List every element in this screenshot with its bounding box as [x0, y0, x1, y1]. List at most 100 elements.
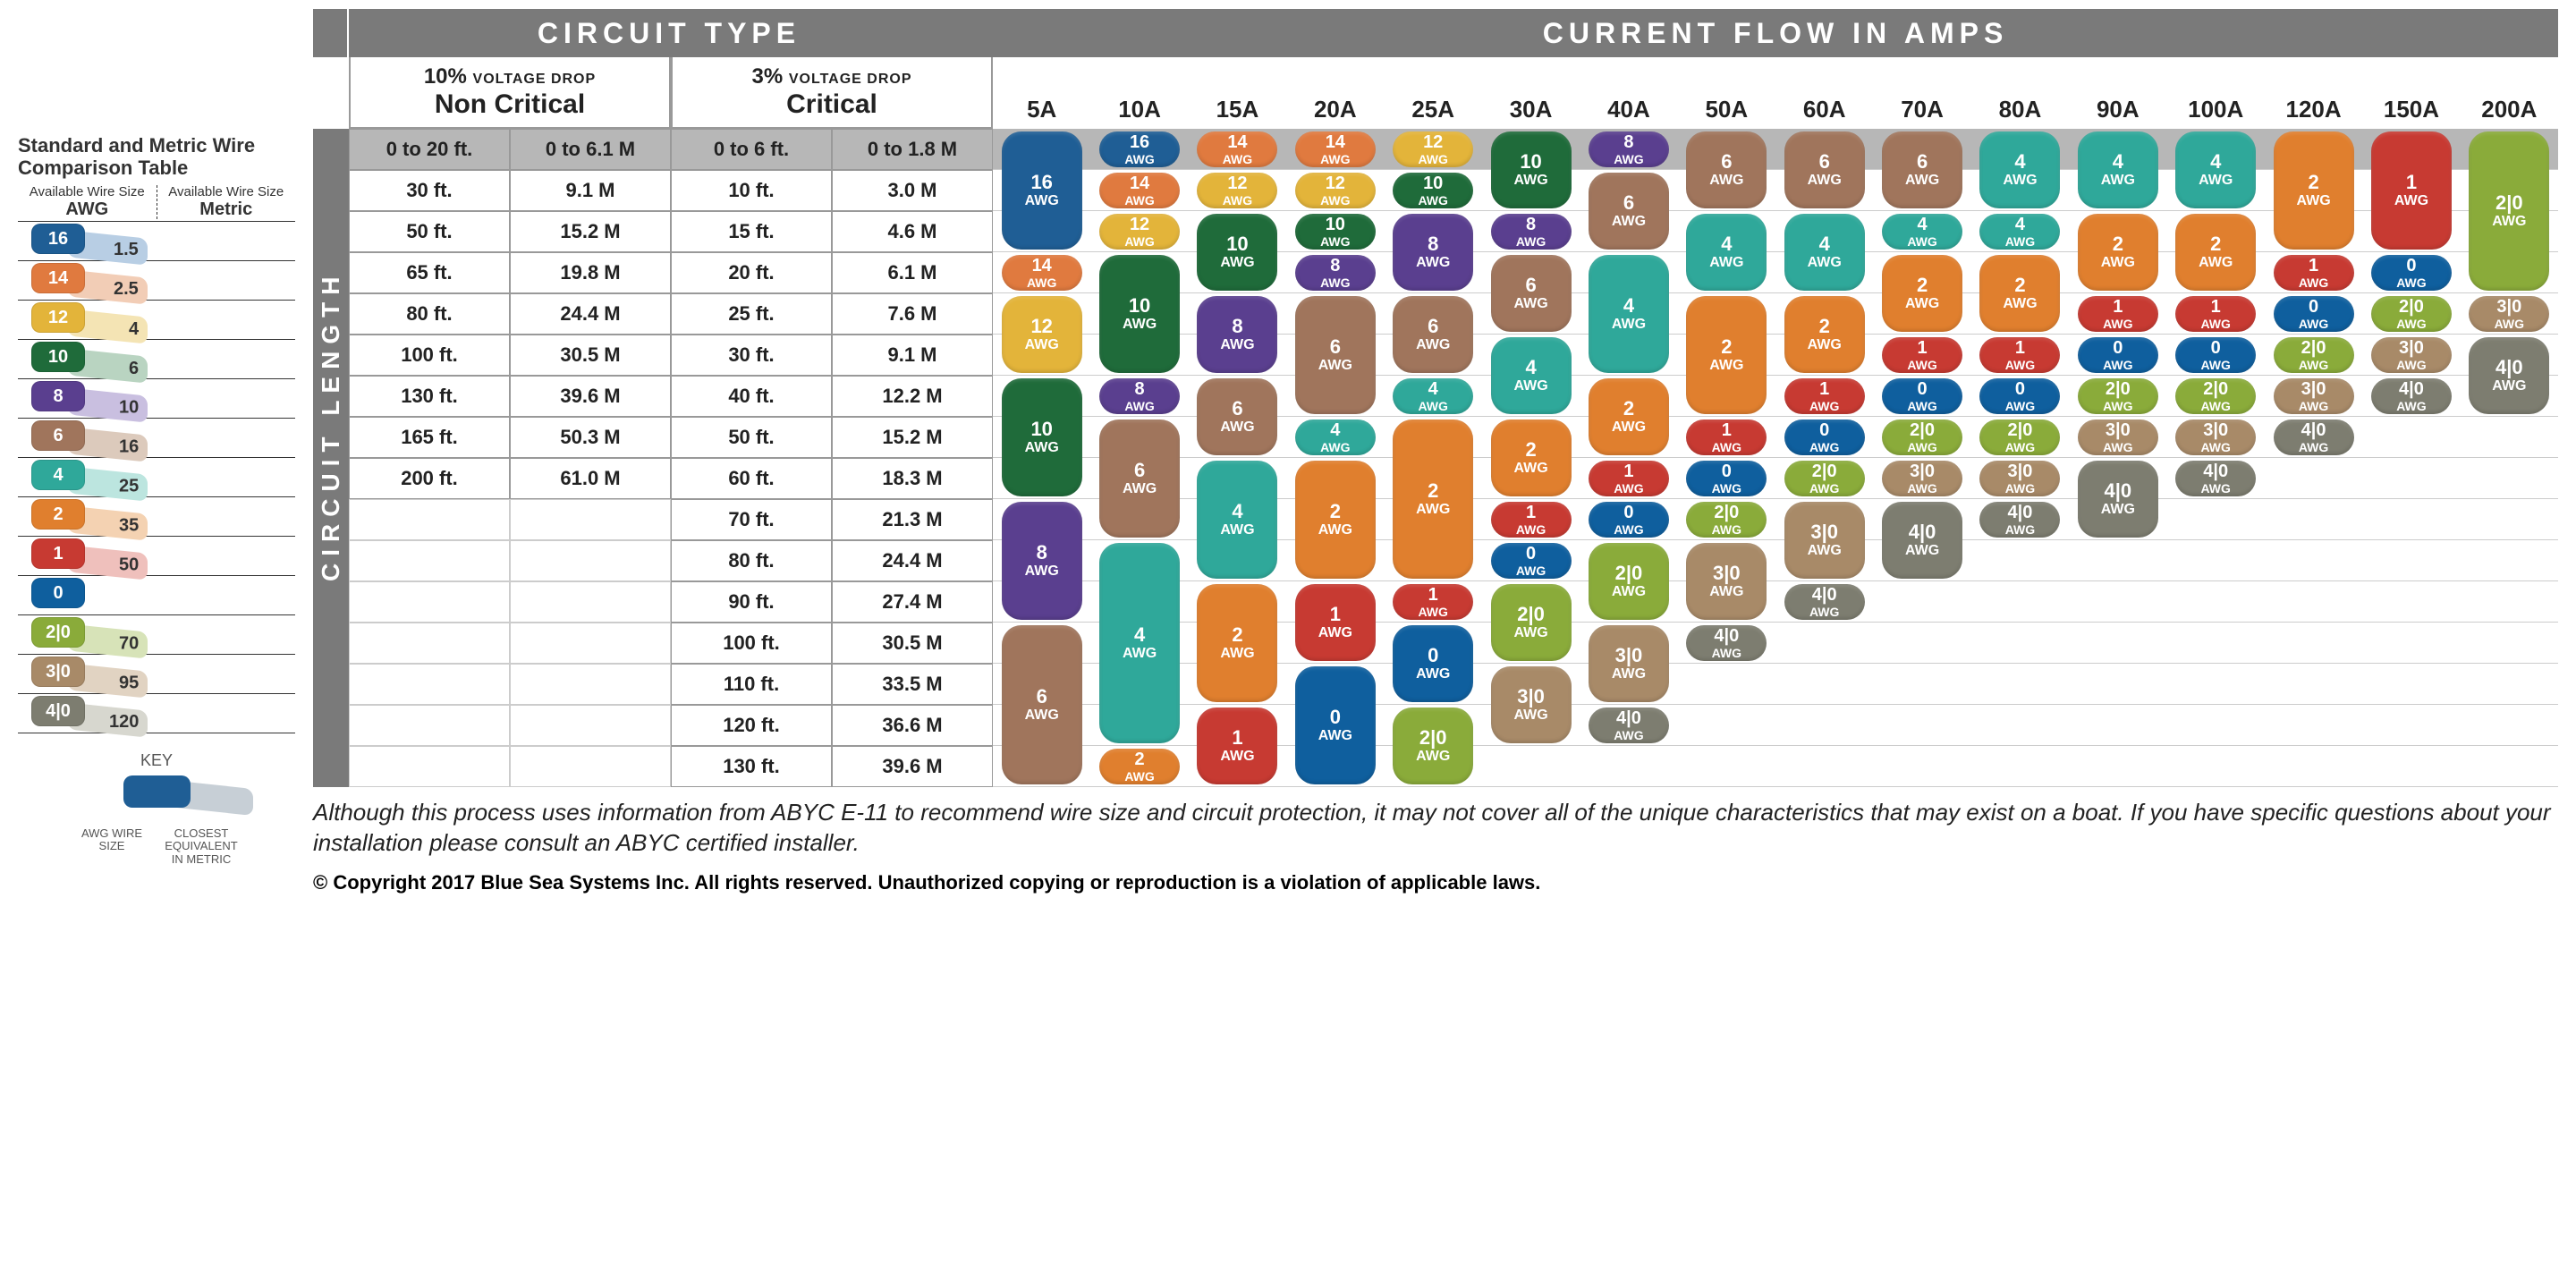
- pill-awg-label: AWG: [1220, 256, 1254, 270]
- noncritical-header: 10% VOLTAGE DROP Non Critical: [349, 57, 671, 129]
- pill-size-label: 4|0: [1616, 709, 1641, 727]
- noncritical-pct: 10%: [424, 64, 467, 89]
- amp-header-cell: 200A: [2461, 57, 2558, 129]
- amp-grid-cell: [2265, 581, 2362, 622]
- subheader-left-spacer: [313, 57, 349, 129]
- sidebar-pair-row: 2|070: [18, 615, 295, 655]
- wire-size-pill: 4|0AWG: [2371, 378, 2452, 414]
- wire-size-pill: 0AWG: [1979, 378, 2060, 414]
- amp-grid-cell: [1873, 581, 1970, 622]
- wire-size-pill: 8AWG: [1393, 214, 1473, 291]
- pill-size-label: 2|0: [1812, 462, 1837, 480]
- wire-size-pill: 3|0AWG: [2469, 296, 2549, 332]
- pill-size-label: 2: [1917, 275, 1928, 295]
- amp-header-cell: 120A: [2265, 57, 2362, 129]
- amp-grid-cell: [2265, 458, 2362, 498]
- wire-size-pill: 6AWG: [1882, 131, 1962, 208]
- amp-grid-cell: [1482, 746, 1580, 786]
- amp-header-cell: 40A: [1580, 57, 1677, 129]
- pill-size-label: 10: [1030, 419, 1052, 439]
- wire-size-pill: 2|0AWG: [2371, 296, 2452, 332]
- wire-size-pill: 6AWG: [1686, 131, 1767, 208]
- pill-awg-label: AWG: [1712, 647, 1741, 659]
- amp-grid-cell: [2167, 499, 2265, 539]
- pill-size-label: 10: [1226, 234, 1248, 254]
- amp-grid-cell: [1775, 664, 1873, 704]
- length-cell: 30.5 M: [832, 623, 993, 664]
- amp-grid-cell: [1873, 705, 1970, 745]
- wire-size-pill: 6AWG: [1197, 378, 1277, 455]
- length-cell: 30 ft.: [671, 335, 832, 376]
- amp-grid-cell: [1971, 746, 2069, 786]
- awg-pill: 12: [31, 302, 85, 333]
- pill-awg-label: AWG: [1907, 235, 1936, 248]
- wire-size-pill: 2|0AWG: [2078, 378, 2158, 414]
- length-cell: [349, 581, 510, 623]
- pill-size-label: 2|0: [2106, 380, 2131, 398]
- pill-awg-label: AWG: [2005, 235, 2035, 248]
- pill-size-label: 2|0: [2203, 380, 2228, 398]
- amp-header-cell: 25A: [1385, 57, 1482, 129]
- pill-size-label: 4|0: [2301, 421, 2326, 439]
- pill-awg-label: AWG: [1612, 420, 1646, 435]
- pill-awg-label: AWG: [2299, 400, 2328, 412]
- wire-size-pill: 2AWG: [2175, 214, 2256, 291]
- amp-grid-cell: [1873, 746, 1970, 786]
- sidebar-key: KEY AWG WIRE SIZE CLOSEST EQUIVALENT IN …: [18, 751, 295, 866]
- length-row: 30 ft.9.1 M10 ft.3.0 M: [349, 170, 993, 211]
- critical-sub: VOLTAGE DROP: [789, 72, 912, 87]
- length-cell: [349, 746, 510, 787]
- pill-awg-label: AWG: [1418, 400, 1447, 412]
- sidebar-pair-row: 3|095: [18, 655, 295, 694]
- wire-size-pill: 3|0AWG: [1589, 625, 1669, 702]
- wire-size-pill: 4AWG: [1882, 214, 1962, 250]
- amp-grid-cell: [2265, 746, 2362, 786]
- wire-size-pill: 4AWG: [2175, 131, 2256, 208]
- wire-size-pill: 3|0AWG: [1882, 461, 1962, 496]
- pill-size-label: 0: [1918, 380, 1928, 398]
- length-cell: 21.3 M: [832, 499, 993, 540]
- wire-size-pill: 8AWG: [1099, 378, 1180, 414]
- amp-header-cell: 10A: [1090, 57, 1188, 129]
- pill-size-label: 6: [1525, 275, 1536, 295]
- length-cell: 130 ft.: [349, 376, 510, 417]
- length-cell: [349, 540, 510, 581]
- wire-size-pill: 14AWG: [1295, 131, 1376, 167]
- amp-grid-cell: [2362, 499, 2460, 539]
- pill-awg-label: AWG: [1709, 585, 1743, 599]
- wire-size-pill: 8AWG: [1197, 296, 1277, 373]
- circuit-length-label: CIRCUIT LENGTH: [317, 277, 345, 581]
- pill-size-label: 4: [1330, 421, 1340, 439]
- length-cell: 24.4 M: [510, 293, 671, 335]
- length-cell: 61.0 M: [510, 458, 671, 499]
- length-cell: 40 ft.: [671, 376, 832, 417]
- pill-size-label: 3|0: [2399, 339, 2424, 357]
- pill-size-label: 2: [1721, 337, 1732, 357]
- pill-awg-label: AWG: [2003, 297, 2037, 311]
- wire-size-pill: 0AWG: [1295, 666, 1376, 784]
- wire-size-pill: 4AWG: [1784, 214, 1865, 291]
- wire-size-pill: 1AWG: [1686, 419, 1767, 455]
- wire-size-pill: 6AWG: [1784, 131, 1865, 208]
- pill-size-label: 1: [2015, 339, 2025, 357]
- pill-size-label: 8: [1526, 216, 1536, 233]
- wire-size-pill: 2AWG: [1295, 461, 1376, 579]
- sidebar-pair-row: 150: [18, 537, 295, 576]
- pill-size-label: 0: [1526, 545, 1536, 563]
- wire-size-pill: 4AWG: [1295, 419, 1376, 455]
- wire-size-pill: 12AWG: [1002, 296, 1082, 373]
- pill-awg-label: AWG: [2200, 400, 2230, 412]
- pill-size-label: 4: [1428, 380, 1438, 398]
- amp-grid-cell: [1971, 664, 2069, 704]
- amp-header-cell: 50A: [1678, 57, 1775, 129]
- wire-size-pill: 4|0AWG: [1686, 625, 1767, 661]
- sidebar-col1-unit: AWG: [18, 199, 157, 219]
- amp-grid-cell: [2362, 746, 2460, 786]
- pill-size-label: 8: [1623, 133, 1633, 151]
- pill-size-label: 10: [1423, 174, 1443, 192]
- pill-awg-label: AWG: [1808, 174, 1842, 188]
- length-cell: [349, 499, 510, 540]
- pill-awg-label: AWG: [2200, 441, 2230, 453]
- pill-size-label: 4: [1721, 234, 1732, 254]
- wire-size-pill: 1AWG: [1393, 584, 1473, 620]
